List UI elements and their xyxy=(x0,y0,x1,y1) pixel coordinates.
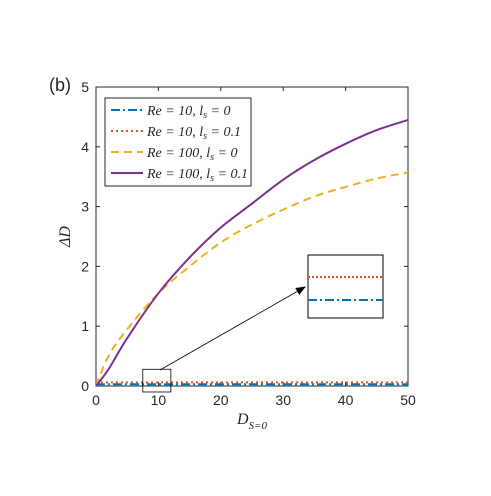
series-line-2 xyxy=(96,171,408,386)
legend-label-part-1-0: Re = 10, l xyxy=(146,125,203,140)
y-tick-label-4: 4 xyxy=(81,139,89,155)
legend-label-part-3-2: = 0.1 xyxy=(214,167,248,182)
x-axis-label: DS=0 xyxy=(236,411,267,432)
legend-label-2: Re = 100, ls = 0 xyxy=(146,146,237,163)
legend-label-part-1-1: s xyxy=(203,131,207,142)
legend-label-part-1-2: = 0.1 xyxy=(207,125,241,140)
legend-label-1: Re = 10, ls = 0.1 xyxy=(146,125,241,142)
legend-label-part-2-0: Re = 100, l xyxy=(146,146,210,161)
y-axis-label: ΔD xyxy=(57,226,74,248)
legend-label-3: Re = 100, ls = 0.1 xyxy=(146,167,248,184)
zoom-arrow xyxy=(159,286,306,371)
series-group xyxy=(96,118,408,386)
zoom-source-box xyxy=(142,368,172,393)
y-tick-label-2: 2 xyxy=(81,258,89,274)
y-tick-label-1: 1 xyxy=(81,318,89,334)
y-tick-label-5: 5 xyxy=(81,79,89,95)
x-axis-label-subscript: S=0 xyxy=(249,420,268,432)
legend-label-part-3-1: s xyxy=(210,173,214,184)
legend-label-0: Re = 10, ls = 0 xyxy=(146,104,230,121)
zoom-inset xyxy=(307,254,384,319)
legend-label-part-3-0: Re = 100, l xyxy=(146,167,210,182)
legend-label-part-0-2: = 0 xyxy=(207,104,230,119)
legend-label-part-0-0: Re = 10, l xyxy=(146,104,203,119)
legend-label-part-0-1: s xyxy=(203,110,207,121)
x-tick-label-5: 50 xyxy=(400,392,416,408)
y-tick-label-3: 3 xyxy=(81,199,89,215)
legend-label-part-2-2: = 0 xyxy=(214,146,237,161)
y-tick-label-0: 0 xyxy=(81,378,89,394)
x-tick-label-3: 30 xyxy=(275,392,291,408)
legend-label-part-2-1: s xyxy=(210,152,214,163)
x-tick-label-4: 40 xyxy=(338,392,354,408)
x-tick-label-1: 10 xyxy=(151,392,167,408)
panel-label: (b) xyxy=(49,75,71,95)
x-tick-label-2: 20 xyxy=(213,392,229,408)
x-tick-label-0: 0 xyxy=(92,392,100,408)
legend xyxy=(104,97,252,187)
series-line-3 xyxy=(96,118,408,386)
